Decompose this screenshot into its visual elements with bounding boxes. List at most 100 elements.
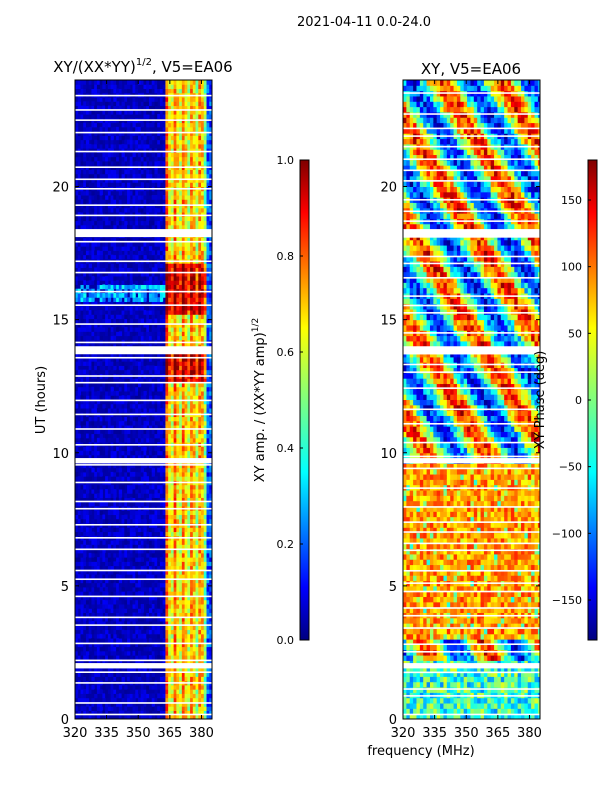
amplitude-cell bbox=[85, 446, 90, 452]
amplitude-cell bbox=[132, 484, 136, 490]
amplitude-cell bbox=[96, 689, 101, 694]
amplitude-cell bbox=[77, 246, 81, 251]
amplitude-cell bbox=[80, 655, 84, 660]
amplitude-cell bbox=[118, 246, 123, 251]
amplitude-cell bbox=[132, 156, 136, 162]
amplitude-cell bbox=[138, 135, 142, 141]
amplitude-cell bbox=[157, 544, 161, 550]
amplitude-cell bbox=[159, 557, 164, 562]
amplitude-cell bbox=[88, 544, 92, 550]
amplitude-cell bbox=[99, 310, 103, 315]
amplitude-cell bbox=[138, 177, 142, 183]
amplitude-cell bbox=[121, 450, 125, 456]
amplitude-cell bbox=[148, 318, 153, 324]
amplitude-cell bbox=[176, 220, 180, 226]
amplitude-cell bbox=[135, 173, 139, 179]
amplitude-cell bbox=[170, 173, 175, 179]
amplitude-cell bbox=[154, 437, 158, 443]
amplitude-cell bbox=[113, 84, 117, 90]
amplitude-cell bbox=[132, 518, 136, 524]
amplitude-cell bbox=[159, 271, 164, 277]
amplitude-cell bbox=[168, 595, 172, 601]
amplitude-cell bbox=[116, 126, 120, 132]
amplitude-cell bbox=[176, 267, 180, 273]
amplitude-cell bbox=[88, 310, 92, 315]
amplitude-cell bbox=[143, 582, 147, 588]
amplitude-cell bbox=[88, 160, 92, 166]
amplitude-cell bbox=[165, 420, 169, 426]
amplitude-cell bbox=[176, 224, 180, 230]
amplitude-cell bbox=[154, 212, 158, 217]
amplitude-cell bbox=[75, 582, 79, 588]
amplitude-cell bbox=[135, 263, 139, 268]
amplitude-cell bbox=[83, 122, 87, 128]
amplitude-cell bbox=[181, 361, 186, 366]
amplitude-cell bbox=[168, 476, 172, 481]
amplitude-cell bbox=[107, 484, 112, 490]
amplitude-cell bbox=[75, 97, 79, 102]
amplitude-cell bbox=[179, 84, 183, 90]
amplitude-cell bbox=[170, 471, 175, 477]
amplitude-cell bbox=[140, 293, 144, 298]
amplitude-cell bbox=[105, 710, 109, 716]
amplitude-cell bbox=[99, 139, 103, 145]
amplitude-cell bbox=[121, 267, 125, 273]
amplitude-cell bbox=[173, 446, 177, 452]
amplitude-cell bbox=[102, 105, 106, 111]
amplitude-cell bbox=[132, 126, 136, 132]
amplitude-cell bbox=[181, 126, 186, 132]
amplitude-cell bbox=[94, 207, 98, 213]
amplitude-cell bbox=[135, 706, 139, 711]
amplitude-cell bbox=[91, 433, 95, 439]
amplitude-cell bbox=[99, 667, 103, 673]
amplitude-cell bbox=[165, 378, 169, 383]
amplitude-cell bbox=[157, 565, 161, 571]
amplitude-cell bbox=[132, 463, 136, 469]
amplitude-cell bbox=[94, 152, 98, 158]
amplitude-cell bbox=[143, 135, 147, 141]
amplitude-cell bbox=[143, 280, 147, 285]
amplitude-cell bbox=[110, 603, 114, 609]
amplitude-cell bbox=[181, 518, 186, 524]
amplitude-cell bbox=[88, 676, 92, 682]
amplitude-cell bbox=[179, 595, 183, 601]
amplitude-cell bbox=[83, 369, 87, 375]
amplitude-cell bbox=[151, 390, 155, 396]
amplitude-cell bbox=[154, 514, 158, 520]
amplitude-cell bbox=[135, 599, 139, 605]
amplitude-cell bbox=[91, 450, 95, 456]
amplitude-cell bbox=[143, 84, 147, 90]
amplitude-cell bbox=[118, 544, 123, 550]
amplitude-cell bbox=[83, 578, 87, 584]
amplitude-cell bbox=[173, 591, 177, 596]
amplitude-cell bbox=[157, 629, 161, 635]
amplitude-cell bbox=[157, 420, 161, 426]
amplitude-cell bbox=[168, 356, 172, 362]
amplitude-cell bbox=[127, 569, 131, 575]
amplitude-cell bbox=[140, 608, 144, 613]
amplitude-cell bbox=[181, 254, 186, 260]
amplitude-cell bbox=[124, 527, 128, 533]
amplitude-cell bbox=[135, 540, 139, 545]
amplitude-cell bbox=[176, 246, 180, 251]
amplitude-cell bbox=[91, 514, 95, 520]
amplitude-cell bbox=[179, 301, 183, 307]
amplitude-cell bbox=[118, 318, 123, 324]
amplitude-cell bbox=[91, 216, 95, 222]
amplitude-cell bbox=[88, 169, 92, 175]
amplitude-cell bbox=[176, 437, 180, 443]
amplitude-cell bbox=[170, 548, 175, 554]
amplitude-cell bbox=[159, 582, 164, 588]
amplitude-cell bbox=[179, 143, 183, 149]
amplitude-cell bbox=[162, 216, 166, 222]
amplitude-cell bbox=[162, 569, 166, 575]
amplitude-cell bbox=[129, 591, 134, 596]
amplitude-cell bbox=[96, 514, 101, 520]
amplitude-cell bbox=[85, 676, 90, 682]
amplitude-cell bbox=[113, 544, 117, 550]
amplitude-cell bbox=[159, 689, 164, 694]
amplitude-cell bbox=[129, 310, 134, 315]
amplitude-cell bbox=[140, 655, 144, 660]
amplitude-cell bbox=[162, 518, 166, 524]
amplitude-cell bbox=[138, 493, 142, 498]
